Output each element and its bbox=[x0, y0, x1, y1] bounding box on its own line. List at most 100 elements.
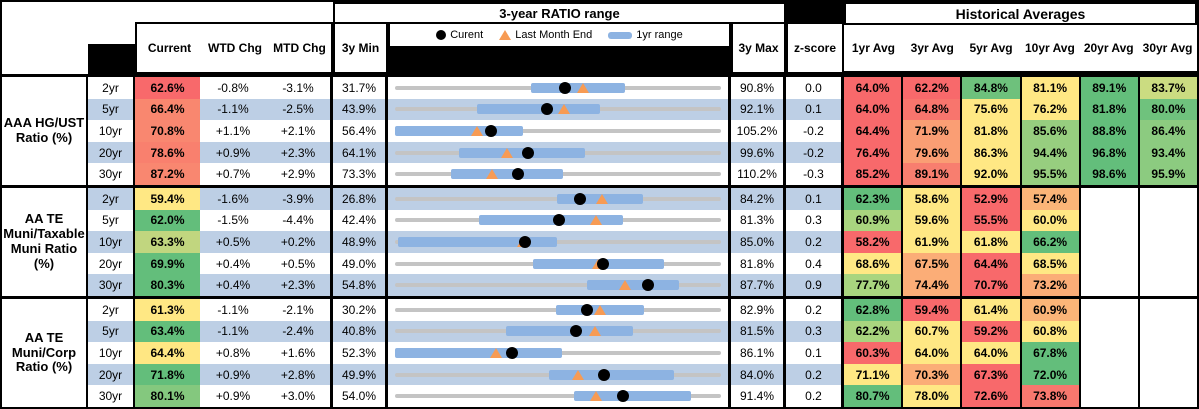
avg-cell: 64.0% bbox=[903, 342, 963, 364]
range-chart bbox=[388, 209, 731, 232]
current-value-cell: 71.8% bbox=[135, 363, 200, 386]
ratio-section: AAA HG/UST Ratio (%) 2yr 62.6% -0.8% -3.1% 31… bbox=[2, 74, 1197, 185]
z-score-cell: 0.4 bbox=[786, 252, 844, 275]
avg-cell bbox=[1139, 252, 1197, 275]
current-value-cell: 63.4% bbox=[135, 320, 200, 343]
avg-cell: 67.8% bbox=[1021, 342, 1081, 364]
avg-cell bbox=[1139, 385, 1197, 407]
avg-cell: 58.6% bbox=[903, 188, 963, 210]
avg-cell: 64.0% bbox=[844, 77, 904, 99]
z-score-cell: -0.3 bbox=[786, 163, 844, 185]
header-black-gap bbox=[786, 2, 844, 25]
current-dot-icon bbox=[436, 30, 447, 40]
range-chart bbox=[388, 188, 731, 210]
avg-cell: 67.3% bbox=[962, 363, 1022, 386]
last-month-end-marker bbox=[490, 347, 503, 358]
mtd-chg-cell: +2.3% bbox=[266, 141, 333, 164]
hist-group-title: Historical Averages bbox=[844, 2, 1197, 25]
avg-cell: 76.2% bbox=[1021, 98, 1081, 121]
tenor-cell: 30yr bbox=[88, 163, 135, 185]
table-row: 20yr 78.6% +0.9% +2.3% 64.1% 99.6% -0.2 76.4% 79… bbox=[88, 141, 1197, 164]
current-marker bbox=[641, 279, 654, 292]
3y-max-cell: 99.6% bbox=[731, 141, 786, 164]
current-value-cell: 61.3% bbox=[135, 299, 200, 321]
current-marker bbox=[570, 325, 583, 338]
table-row: 10yr 70.8% +1.1% +2.1% 56.4% 105.2% -0.2 64.4% 7… bbox=[88, 120, 1197, 142]
mtd-chg-cell: -3.9% bbox=[266, 188, 333, 210]
current-marker bbox=[522, 146, 535, 159]
avg-cell: 88.8% bbox=[1080, 120, 1140, 142]
3y-min-cell: 49.9% bbox=[333, 363, 388, 386]
data-sections: AAA HG/UST Ratio (%) 2yr 62.6% -0.8% -3.1% 31… bbox=[2, 74, 1197, 407]
3y-max-cell: 90.8% bbox=[731, 77, 786, 99]
current-value-cell: 80.3% bbox=[135, 274, 200, 296]
avg-cell: 96.8% bbox=[1080, 141, 1140, 164]
last-month-end-marker bbox=[590, 215, 603, 226]
current-marker bbox=[505, 346, 518, 359]
table-row: 5yr 63.4% -1.1% -2.4% 40.8% 81.5% 0.3 62.2% 60.7… bbox=[88, 320, 1197, 343]
range-track bbox=[394, 394, 722, 399]
tenor-cell: 5yr bbox=[88, 98, 135, 121]
avg-column-header-5yr: 5yr Avg bbox=[969, 41, 1013, 55]
avg-cell: 71.1% bbox=[844, 363, 904, 386]
1yr-range-bar bbox=[394, 347, 562, 358]
avg-columns-header: 1yr Avg 3yr Avg 5yr Avg 10yr Avg 20yr Av… bbox=[844, 25, 1197, 74]
avg-cell: 62.8% bbox=[844, 299, 904, 321]
last-month-end-marker bbox=[618, 280, 631, 291]
avg-cell: 95.5% bbox=[1021, 163, 1081, 185]
range-chart bbox=[388, 274, 731, 296]
legend-black-fill bbox=[390, 46, 729, 72]
mtd-chg-cell: -2.1% bbox=[266, 299, 333, 321]
avg-cell: 85.6% bbox=[1021, 120, 1081, 142]
avg-cell: 80.0% bbox=[1139, 98, 1197, 121]
range-track bbox=[394, 239, 722, 244]
avg-cell: 62.2% bbox=[903, 77, 963, 99]
last-month-end-marker bbox=[486, 169, 499, 180]
tenor-cell: 2yr bbox=[88, 299, 135, 321]
last-month-end-marker bbox=[571, 369, 584, 380]
avg-cell: 85.2% bbox=[844, 163, 904, 185]
table-row: 10yr 64.4% +0.8% +1.6% 52.3% 86.1% 0.1 60.3% 64.… bbox=[88, 342, 1197, 364]
3y-min-cell: 42.4% bbox=[333, 209, 388, 232]
avg-cell: 71.9% bbox=[903, 120, 963, 142]
z-score-cell: -0.2 bbox=[786, 120, 844, 142]
avg-cell: 55.5% bbox=[962, 209, 1022, 232]
avg-cell: 66.2% bbox=[1021, 231, 1081, 253]
section-rows: 2yr 62.6% -0.8% -3.1% 31.7% 90.8% 0.0 64.0% 62.2… bbox=[88, 77, 1197, 185]
3y-max-cell: 82.9% bbox=[731, 299, 786, 321]
3y-max-cell: 86.1% bbox=[731, 342, 786, 364]
z-score-cell: 0.9 bbox=[786, 274, 844, 296]
3y-max-cell: 85.0% bbox=[731, 231, 786, 253]
z-score-cell: 0.3 bbox=[786, 209, 844, 232]
mtd-chg-cell: +2.3% bbox=[266, 274, 333, 296]
avg-cell bbox=[1080, 231, 1140, 253]
mtd-chg-cell: -2.5% bbox=[266, 98, 333, 121]
last-month-end-marker bbox=[596, 193, 609, 204]
avg-cell: 80.7% bbox=[844, 385, 904, 407]
avg-cell bbox=[1080, 385, 1140, 407]
avg-cell: 64.0% bbox=[844, 98, 904, 121]
section-label: AAA HG/UST Ratio (%) bbox=[2, 77, 88, 185]
wtd-chg-cell: +0.9% bbox=[215, 145, 251, 160]
3y-max-cell: 105.2% bbox=[731, 120, 786, 142]
avg-cell: 52.9% bbox=[962, 188, 1022, 210]
avg-cell: 61.9% bbox=[903, 231, 963, 253]
ratio-section: AA TE Muni/Corp Ratio (%) 2yr 61.3% -1.1% -2… bbox=[2, 296, 1197, 407]
current-value-cell: 66.4% bbox=[135, 98, 200, 121]
table-row: 5yr 66.4% -1.1% -2.5% 43.9% 92.1% 0.1 64.0% 64.8… bbox=[88, 98, 1197, 121]
wtd-chg-cell: -1.6% bbox=[217, 191, 249, 206]
current-marker bbox=[596, 257, 609, 270]
current-marker bbox=[559, 81, 572, 94]
last-month-end-marker bbox=[558, 104, 571, 115]
avg-cell: 83.7% bbox=[1139, 77, 1197, 99]
avg-cell bbox=[1080, 252, 1140, 275]
table-row: 5yr 62.0% -1.5% -4.4% 42.4% 81.3% 0.3 60.9% 59.6… bbox=[88, 209, 1197, 232]
tenor-cell: 30yr bbox=[88, 385, 135, 407]
current-marker bbox=[553, 214, 566, 227]
avg-cell: 73.8% bbox=[1021, 385, 1081, 407]
current-value-cell: 59.4% bbox=[135, 188, 200, 210]
table-row: 30yr 87.2% +0.7% +2.9% 73.3% 110.2% -0.3 85.2% 8… bbox=[88, 163, 1197, 185]
avg-cell: 60.3% bbox=[844, 342, 904, 364]
3y-min-cell: 31.7% bbox=[333, 77, 388, 99]
